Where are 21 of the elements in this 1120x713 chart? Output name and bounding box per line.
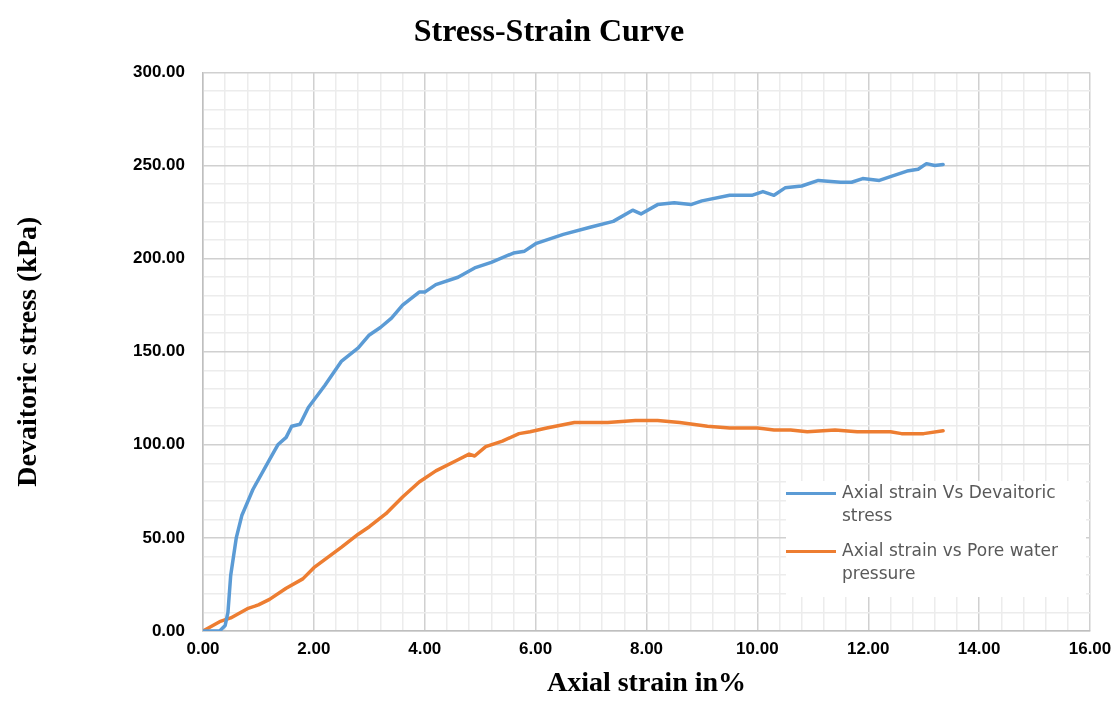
- x-tick-label: 2.00: [297, 638, 331, 658]
- y-axis-title: Devaitoric stress (kPa): [11, 216, 43, 487]
- y-tick-label: 250.00: [133, 155, 185, 175]
- y-tick-label: 150.00: [133, 341, 185, 361]
- y-tick-label: 0.00: [151, 620, 185, 640]
- legend-label: Axial strain Vs Devaitoric stress: [842, 481, 1057, 527]
- y-tick-label: 200.00: [133, 248, 185, 268]
- x-tick-label: 10.00: [736, 638, 779, 658]
- legend-label: Axial strain vs Pore water pressure: [842, 538, 1060, 585]
- chart-title: Stress-Strain Curve: [413, 12, 685, 49]
- x-tick-label: 6.00: [519, 638, 553, 658]
- y-tick-label: 300.00: [133, 62, 185, 82]
- y-tick-label: 100.00: [133, 434, 185, 454]
- x-axis-title: Axial strain in%: [546, 666, 747, 698]
- x-tick-label: 0.00: [186, 638, 220, 658]
- x-tick-label: 8.00: [629, 638, 664, 658]
- x-tick-label: 4.00: [408, 638, 442, 658]
- x-tick-label: 16.00: [1068, 638, 1112, 658]
- y-tick-label: 50.00: [142, 527, 185, 547]
- x-tick-label: 14.00: [957, 638, 1001, 658]
- x-tick-label: 12.00: [846, 638, 890, 658]
